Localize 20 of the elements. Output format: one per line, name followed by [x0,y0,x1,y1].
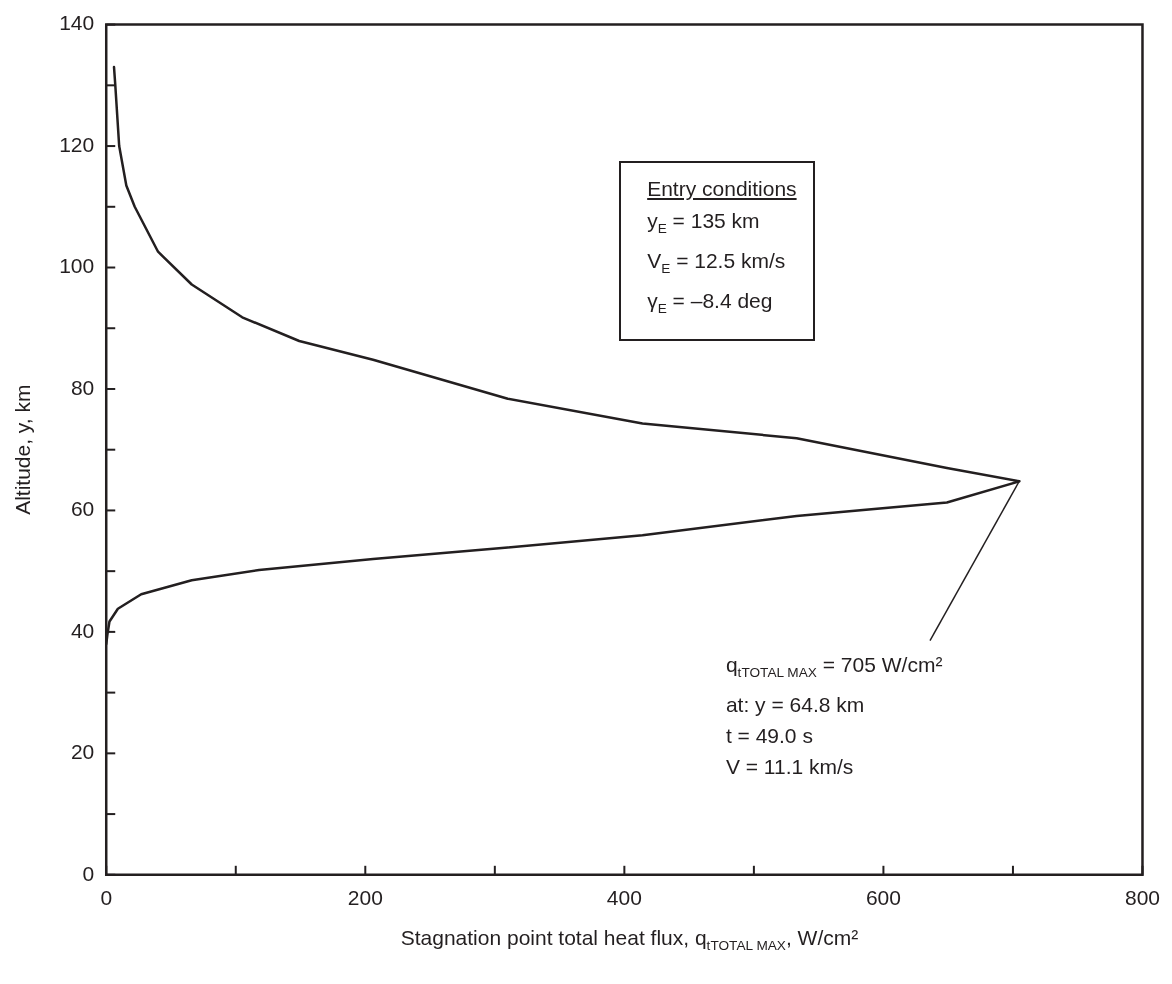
y-tick-label: 100 [59,254,95,278]
x-axis-title: Stagnation point total heat flux, q$_{tTOTAL MAX}$, W/cm² [399,926,860,954]
x-tick-label: 0 [100,886,113,910]
y-tick-label: 140 [59,11,95,35]
y-tick-label: 40 [70,618,95,642]
annotation: γ$_{E}$ = –8.4 deg [647,288,774,319]
annotation: q$_{tTOTAL MAX}$ = 705 W/cm² at: y = 64.8 km t = 49.0 s V = 11.1 km/s [725,652,943,780]
annotation: y$_{E}$ = 135 km [647,207,761,238]
x-tick-label: 800 [1124,886,1160,910]
y-axis-title: Altitude, y, km [11,384,35,515]
x-tick-label: 200 [347,886,383,910]
y-tick-label: 80 [70,375,95,399]
annotation: Entry conditions [647,175,797,202]
y-tick-label: 0 [82,861,95,885]
y-tick-label: 120 [59,132,95,156]
x-tick-label: 400 [606,886,642,910]
y-tick-label: 60 [70,497,95,521]
x-tick-label: 600 [865,886,901,910]
y-tick-label: 20 [70,740,95,764]
annotation: V$_{E}$ = 12.5 km/s [647,247,787,278]
